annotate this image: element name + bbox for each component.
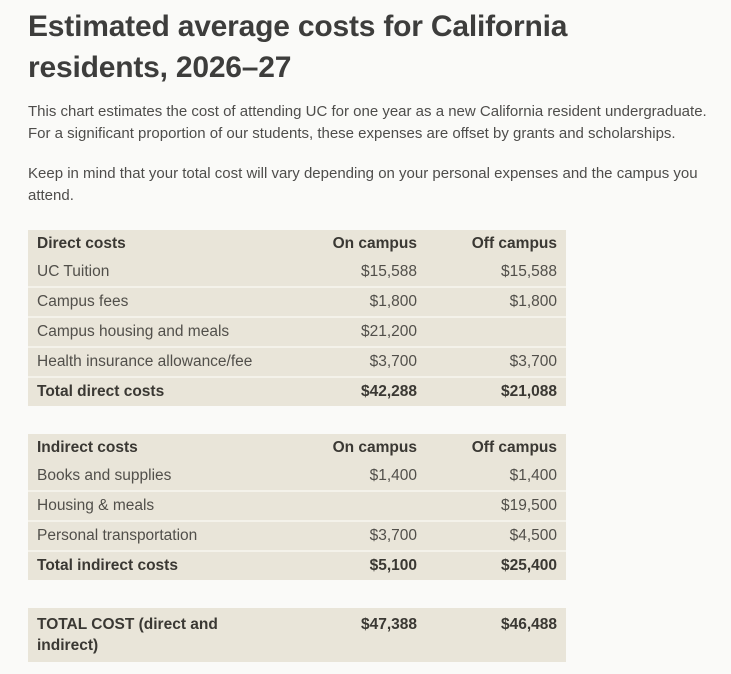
total-direct-costs-row: Total direct costs $42,288 $21,088 [28,376,566,406]
column-header-indirect-costs: Indirect costs [37,439,138,456]
indirect-costs-table: Indirect costs On campus Off campus Book… [28,434,566,580]
row-label: Campus fees [28,286,290,317]
table-header-row: Direct costs On campus Off campus [28,230,566,258]
column-header-off-campus: Off campus [471,439,557,456]
row-label: TOTAL COST (direct and indirect) [37,616,218,654]
table-row: Health insurance allowance/fee $3,700 $3… [28,346,566,377]
table-row: Housing & meals $19,500 [28,490,566,521]
on-campus-value: $1,400 [369,467,417,484]
table-row: Books and supplies $1,400 $1,400 [28,462,566,491]
page-title: Estimated average costs for California r… [28,10,568,84]
row-label: Campus housing and meals [28,316,290,347]
on-campus-value: $47,388 [360,616,417,633]
note-paragraph: Keep in mind that your total cost will v… [28,165,698,204]
off-campus-value: $1,800 [417,286,566,317]
table-row: Campus fees $1,800 $1,800 [28,286,566,317]
table-row: Campus housing and meals $21,200 [28,316,566,347]
on-campus-value: $1,800 [290,286,417,317]
grand-total-table: TOTAL COST (direct and indirect) $47,388… [28,608,566,662]
off-campus-value: $15,588 [500,263,557,280]
on-campus-value: $3,700 [290,346,417,377]
direct-costs-table: Direct costs On campus Off campus UC Tui… [28,230,566,406]
row-label: Books and supplies [37,467,172,484]
table-row: Personal transportation $3,700 $4,500 [28,520,566,551]
off-campus-value [417,316,566,347]
on-campus-value: $21,200 [290,316,417,347]
total-indirect-costs-row: Total indirect costs $5,100 $25,400 [28,550,566,580]
table-row: UC Tuition $15,588 $15,588 [28,258,566,287]
off-campus-value: $46,488 [500,616,557,633]
on-campus-value: $3,700 [290,520,417,551]
off-campus-value: $19,500 [417,490,566,521]
off-campus-value: $3,700 [417,346,566,377]
column-header-direct-costs: Direct costs [37,235,126,252]
on-campus-value: $42,288 [290,376,417,406]
column-header-off-campus: Off campus [471,235,557,252]
intro-paragraph: This chart estimates the cost of attendi… [28,103,707,142]
row-label: Housing & meals [28,490,290,521]
table-header-row: Indirect costs On campus Off campus [28,434,566,462]
on-campus-value [290,490,417,521]
off-campus-value: $25,400 [417,550,566,580]
row-label: Personal transportation [28,520,290,551]
off-campus-value: $4,500 [417,520,566,551]
on-campus-value: $5,100 [290,550,417,580]
off-campus-value: $21,088 [417,376,566,406]
column-header-on-campus: On campus [332,235,417,252]
row-label: Total direct costs [28,376,290,406]
off-campus-value: $1,400 [509,467,557,484]
on-campus-value: $15,588 [360,263,417,280]
row-label: Total indirect costs [28,550,290,580]
row-label: UC Tuition [37,263,110,280]
row-label: Health insurance allowance/fee [28,346,290,377]
column-header-on-campus: On campus [332,439,417,456]
grand-total-row: TOTAL COST (direct and indirect) $47,388… [28,608,566,662]
